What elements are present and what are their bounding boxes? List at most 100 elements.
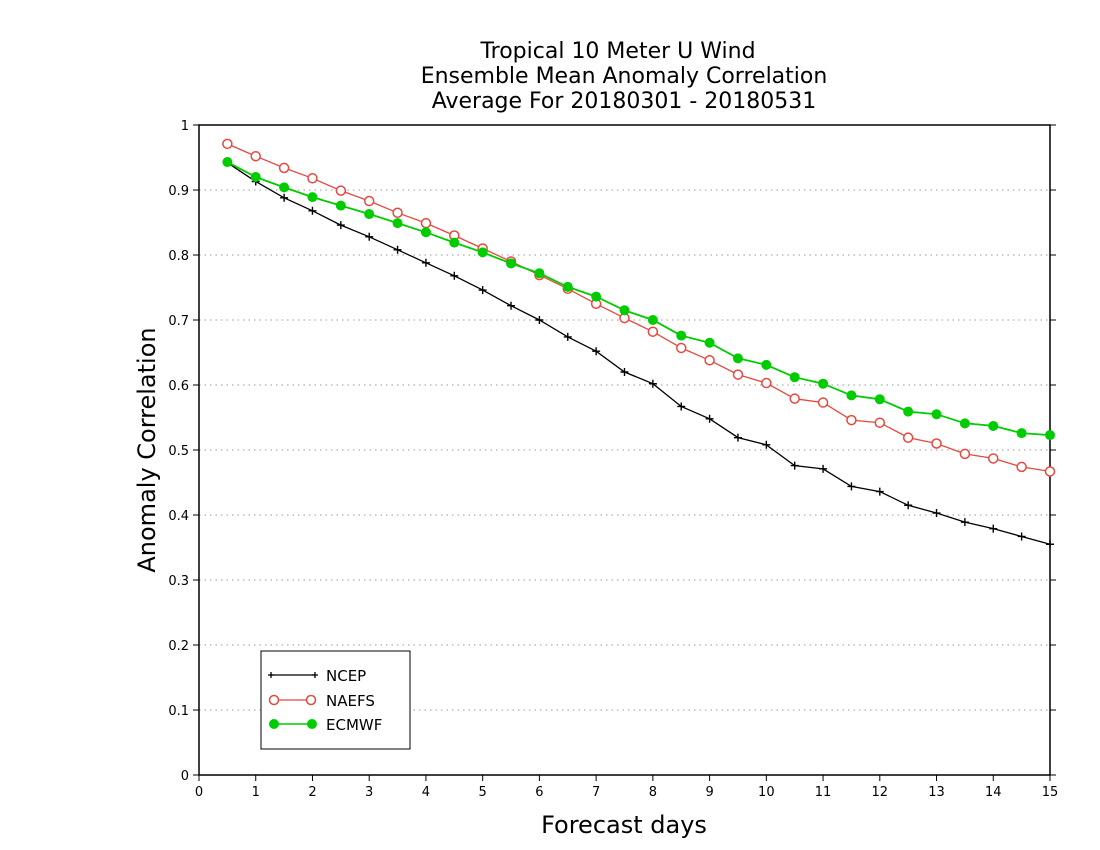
legend-item-naefs: NAEFS xyxy=(268,692,375,710)
point-naefs-28 xyxy=(1016,461,1027,473)
point-naefs-3 xyxy=(307,173,318,184)
series-ncep xyxy=(223,158,1054,549)
point-naefs-21 xyxy=(817,397,829,408)
point-ecmwf-21 xyxy=(818,378,829,389)
point-ncep-19 xyxy=(762,440,771,449)
point-ecmwf-7 xyxy=(420,227,431,238)
x-tick-label-2: 2 xyxy=(308,785,316,800)
point-naefs-0 xyxy=(222,138,233,150)
point-ecmwf-11 xyxy=(534,268,545,279)
x-axis-label: Forecast days xyxy=(541,811,707,839)
point-ecmwf-13 xyxy=(591,291,602,302)
point-ncep-10 xyxy=(507,301,516,310)
y-tick-label-1: 0.1 xyxy=(168,704,189,719)
x-tick-label-14: 14 xyxy=(985,785,1002,800)
point-naefs-2 xyxy=(278,162,290,174)
y-tick-label-10: 1 xyxy=(181,119,189,134)
point-ecmwf-17 xyxy=(704,337,715,348)
point-ncep-12 xyxy=(563,332,572,341)
chart-title-line-2: Ensemble Mean Anomaly Correlation xyxy=(421,64,828,89)
point-naefs-20 xyxy=(789,393,800,404)
point-ecmwf-19 xyxy=(761,359,772,370)
y-axis-label: Anomaly Correlation xyxy=(133,327,161,572)
point-ecmwf-29 xyxy=(1045,430,1055,441)
x-tick-label-4: 4 xyxy=(422,785,430,800)
point-ncep-20 xyxy=(790,461,799,470)
point-ncep-6 xyxy=(393,245,402,254)
point-ncep-24 xyxy=(904,501,913,510)
point-naefs-25 xyxy=(931,438,942,449)
point-ecmwf-28 xyxy=(1016,428,1027,439)
point-ecmwf-22 xyxy=(846,390,857,401)
x-tick-label-11: 11 xyxy=(815,785,832,800)
grid-lines xyxy=(199,189,1050,711)
legend-ncep-marker xyxy=(268,672,318,678)
point-ncep-13 xyxy=(592,347,601,356)
series-line-ncep xyxy=(227,162,1051,545)
series-layer xyxy=(222,138,1056,549)
y-tick-label-0: 0 xyxy=(181,769,189,784)
legend-naefs-marker-right xyxy=(305,694,317,706)
x-tick-label-5: 5 xyxy=(479,785,487,800)
point-ecmwf-15 xyxy=(647,315,658,325)
x-tick-label-8: 8 xyxy=(649,785,657,800)
point-naefs-24 xyxy=(902,432,914,443)
point-naefs-1 xyxy=(250,150,261,162)
point-ecmwf-5 xyxy=(364,209,375,220)
legend-ncep-label: NCEP xyxy=(326,667,366,685)
point-naefs-22 xyxy=(846,414,857,426)
point-naefs-7 xyxy=(420,217,432,229)
point-naefs-15 xyxy=(647,326,659,337)
point-ecmwf-10 xyxy=(506,258,517,269)
point-naefs-6 xyxy=(392,207,403,218)
point-ncep-5 xyxy=(365,232,374,241)
point-ncep-18 xyxy=(733,433,742,442)
point-ncep-9 xyxy=(478,286,487,295)
point-naefs-16 xyxy=(675,342,687,354)
point-ncep-14 xyxy=(620,368,629,376)
point-ecmwf-26 xyxy=(959,418,970,429)
point-ecmwf-27 xyxy=(988,420,999,431)
legend-ecmwf-label: ECMWF xyxy=(326,716,382,734)
x-tick-label-3: 3 xyxy=(365,785,373,800)
point-ecmwf-8 xyxy=(449,237,460,248)
point-ecmwf-25 xyxy=(931,409,942,420)
point-ncep-3 xyxy=(308,206,317,215)
point-naefs-4 xyxy=(335,185,347,196)
point-ecmwf-0 xyxy=(222,157,233,168)
point-ncep-26 xyxy=(960,518,969,527)
y-tick-label-7: 0.7 xyxy=(168,314,189,329)
point-naefs-18 xyxy=(732,369,744,380)
point-ncep-8 xyxy=(450,271,459,280)
chart-title: Tropical 10 Meter U Wind Ensemble Mean A… xyxy=(421,39,828,114)
point-ncep-25 xyxy=(932,509,941,518)
chart-title-line-3: Average For 20180301 - 20180531 xyxy=(432,89,817,114)
series-line-ecmwf xyxy=(226,161,1051,436)
point-naefs-5 xyxy=(363,195,375,207)
point-ncep-15 xyxy=(648,379,657,388)
y-tick-label-8: 0.8 xyxy=(168,249,189,264)
point-naefs-29 xyxy=(1044,466,1056,477)
y-tick-label-3: 0.3 xyxy=(168,574,189,589)
x-tick-label-10: 10 xyxy=(758,785,775,800)
legend-item-ecmwf: ECMWF xyxy=(269,716,382,734)
point-ncep-11 xyxy=(535,316,544,324)
point-ecmwf-24 xyxy=(903,406,914,417)
point-ncep-4 xyxy=(336,221,345,230)
x-tick-label-0: 0 xyxy=(195,785,203,800)
point-ncep-29 xyxy=(1046,540,1054,549)
point-ecmwf-4 xyxy=(335,200,346,211)
point-ncep-2 xyxy=(280,193,289,202)
x-tick-label-6: 6 xyxy=(535,785,543,800)
point-ncep-7 xyxy=(421,258,430,267)
point-ecmwf-16 xyxy=(676,330,687,341)
point-ecmwf-9 xyxy=(477,247,488,258)
legend-ecmwf-marker-right xyxy=(307,719,317,729)
x-tick-label-7: 7 xyxy=(592,785,600,800)
y-tick-label-6: 0.6 xyxy=(168,379,189,394)
legend-naefs-marker-left xyxy=(268,694,280,706)
x-tick-label-12: 12 xyxy=(872,785,889,800)
point-ecmwf-23 xyxy=(874,394,885,405)
legend: NCEP NAEFS ECMWF xyxy=(260,650,411,750)
